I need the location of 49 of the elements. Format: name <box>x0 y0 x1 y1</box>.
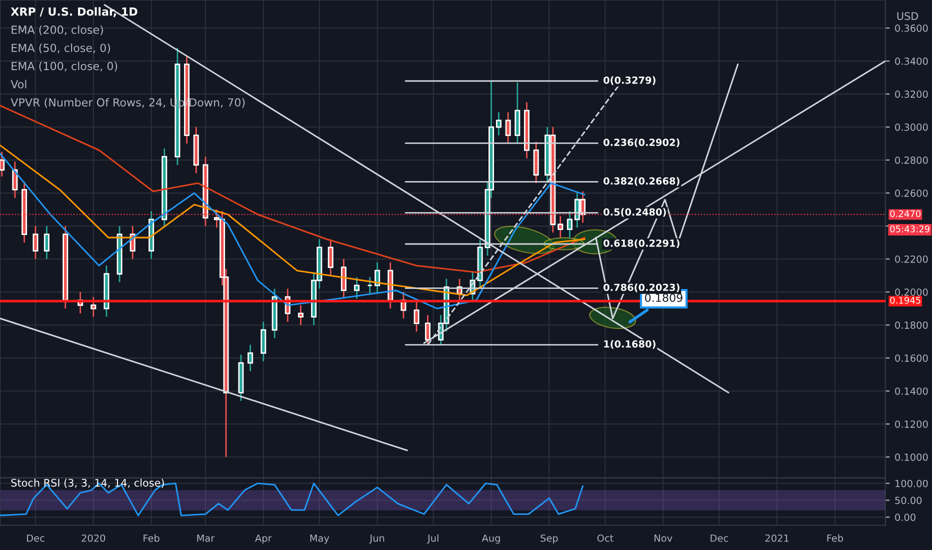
ref-line-label: 0.618(0.2291) <box>604 239 680 248</box>
x-tick-label: 2021 <box>765 534 789 542</box>
x-tick-label: Dec <box>710 534 728 542</box>
chart-title: Stoch RSI (3, 3, 14, 14, close) <box>11 478 164 488</box>
y-tick-label: 0.2800 <box>895 156 928 164</box>
y-tick-label: 0.2200 <box>895 256 928 263</box>
y-tick-label: 0.1000 <box>895 453 928 461</box>
x-tick-label: Sep <box>540 534 558 544</box>
y-tick-label: 0.3200 <box>895 90 928 98</box>
y-axis-title: USD <box>897 12 918 20</box>
ref-line-label: 0.2470 <box>890 210 921 218</box>
y-tick-label: 0.2000 <box>895 288 928 296</box>
y-tick-label: 0.1200 <box>895 420 928 428</box>
annotation: Vol <box>10 80 26 88</box>
y-tick-label: 50.00 <box>895 496 922 504</box>
ref-line-label: 0.5(0.2480) <box>604 208 666 217</box>
ref-line-label: 0.382(0.2668) <box>604 177 680 186</box>
y-tick-label: 0.2600 <box>895 190 928 197</box>
annotation: EMA (50, close, 0) <box>12 43 110 54</box>
annotation: 0.1809 <box>645 294 682 302</box>
text: XRP / U.S. Dollar, 1D <box>10 7 138 18</box>
y-tick-label: 100.00 <box>895 480 928 488</box>
x-tick-label: Apr <box>255 534 272 544</box>
ref-line-label: 0.1945 <box>890 296 920 304</box>
x-tick-label: Aug <box>482 534 500 544</box>
x-tick-label: Dec <box>27 534 44 542</box>
ref-line-label: 0.786(0.2023) <box>604 284 680 292</box>
x-tick-label: May <box>310 534 330 544</box>
x-tick-label: Nov <box>654 534 672 542</box>
y-tick-label: 0.3000 <box>895 124 928 131</box>
y-tick-label: 0.00 <box>895 514 916 521</box>
x-tick-label: 2020 <box>82 534 106 542</box>
x-tick-label: Feb <box>144 534 160 542</box>
x-tick-label: Jun <box>369 534 384 544</box>
x-tick-label: Feb <box>827 534 844 542</box>
ref-line-label: 0.236(0.2902) <box>604 138 680 148</box>
y-tick-label: 0.1800 <box>895 321 928 329</box>
ref-line-label: 1(0.1680) <box>604 340 656 349</box>
x-tick-label: Mar <box>197 534 215 542</box>
ref-line-label: 0(0.3279) <box>604 76 656 85</box>
annotation: EMA (100, close, 0) <box>12 62 118 72</box>
annotation: 05:43:29 <box>890 226 930 232</box>
x-tick-label: Oct <box>597 534 614 542</box>
y-tick-label: 0.1600 <box>895 354 928 362</box>
annotation: EMA (200, close) <box>12 25 103 36</box>
y-tick-label: 0.1400 <box>895 387 928 395</box>
y-tick-label: 0.3600 <box>895 24 928 32</box>
x-tick-label: Jul <box>426 534 438 544</box>
y-tick-label: 0.3400 <box>895 58 928 65</box>
